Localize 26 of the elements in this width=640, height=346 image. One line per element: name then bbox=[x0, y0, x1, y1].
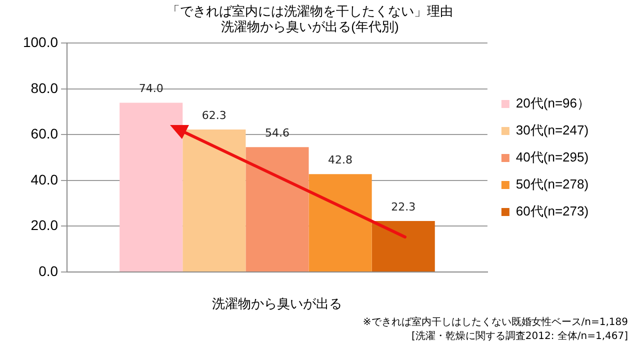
y-tick-label: 40.0 bbox=[30, 171, 58, 188]
x-axis-title: 洗濯物から臭いが出る bbox=[212, 296, 342, 311]
bar bbox=[120, 102, 183, 272]
data-label: 22.3 bbox=[391, 200, 416, 214]
bar bbox=[182, 129, 246, 272]
data-label: 62.3 bbox=[202, 108, 226, 122]
bar bbox=[246, 147, 309, 272]
bar bbox=[308, 174, 372, 272]
data-label: 74.0 bbox=[138, 82, 164, 96]
y-tick-label: 100.0 bbox=[22, 34, 58, 50]
legend-label: 50代(n=278) bbox=[516, 176, 589, 192]
text: ※できれば室内干しはしたくない既婚女性ベース/n=1,189 bbox=[362, 316, 628, 330]
chart-subtitle: 洗濯物から臭いが出る(年代別) bbox=[221, 18, 399, 34]
legend-label: 60代(n=273) bbox=[516, 204, 589, 219]
bar bbox=[372, 220, 435, 272]
legend-label: 20代(n=96） bbox=[516, 96, 590, 111]
data-label: 54.6 bbox=[264, 126, 290, 140]
chart-title: 「できれば室内には洗濯物を干したくない」理由 bbox=[167, 3, 453, 18]
y-tick-label: 60.0 bbox=[30, 126, 58, 142]
data-label: 42.8 bbox=[328, 153, 353, 166]
legend-label: 40代(n=295) bbox=[516, 150, 589, 165]
y-tick-label: 0.0 bbox=[38, 262, 58, 279]
legend-label: 30代(n=247) bbox=[516, 122, 589, 138]
y-tick-label: 20.0 bbox=[30, 217, 58, 234]
y-tick-label: 80.0 bbox=[30, 80, 58, 96]
text: [洗濯・乾燥に関する調査2012: 全体/n=1,467] bbox=[410, 330, 628, 344]
